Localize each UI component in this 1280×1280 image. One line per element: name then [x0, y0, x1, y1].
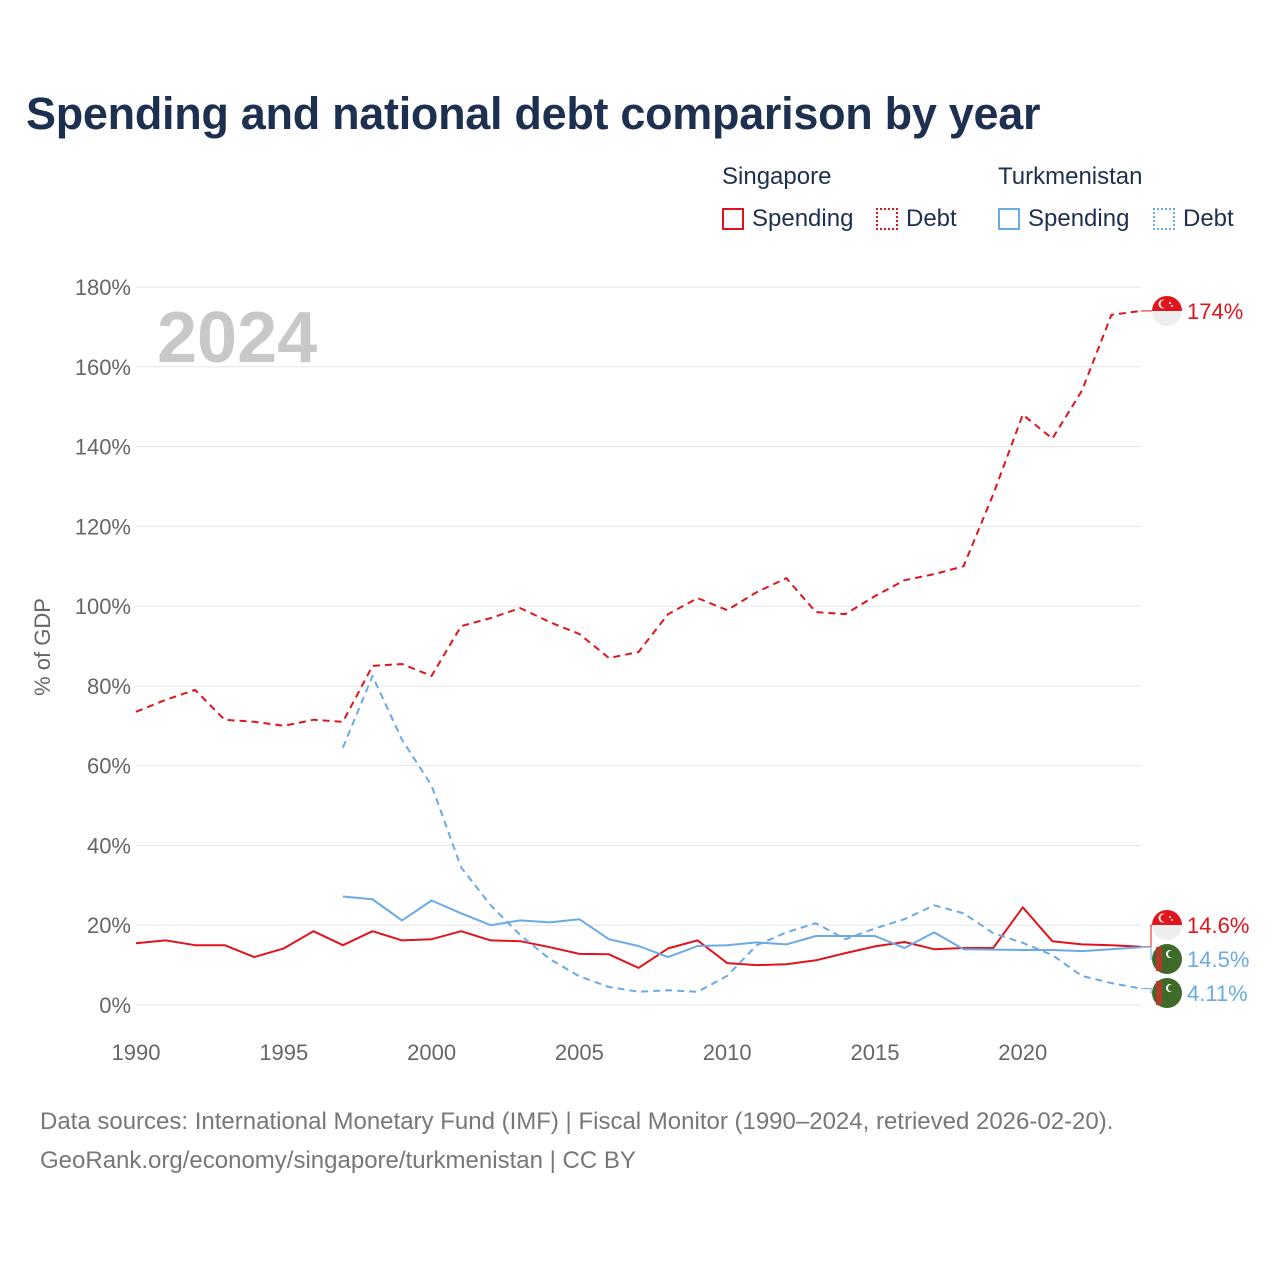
- footer-credit: GeoRank.org/economy/singapore/turkmenist…: [40, 1147, 636, 1174]
- series-line-turkmenistan-debt: [341, 674, 1142, 993]
- legend-swatch-dotted-red: [876, 208, 898, 230]
- footer-sources: Data sources: International Monetary Fun…: [40, 1108, 1114, 1135]
- singapore-flag-icon: [1152, 296, 1182, 326]
- y-tick-label: 180%: [75, 275, 131, 300]
- y-tick-label: 100%: [75, 594, 131, 619]
- singapore-flag-icon: [1152, 910, 1182, 940]
- y-tick-label: 160%: [75, 355, 131, 380]
- gridlines: [136, 286, 1141, 1006]
- x-tick-label: 2005: [555, 1040, 604, 1065]
- y-tick-label: 20%: [87, 913, 131, 938]
- end-value-label: 4.11%: [1187, 981, 1248, 1006]
- leader-line: [1141, 988, 1152, 994]
- legend-label: Debt: [906, 205, 957, 232]
- y-tick-label: 140%: [75, 435, 131, 460]
- y-axis-label: % of GDP: [30, 598, 55, 696]
- series-line-singapore-debt: [135, 309, 1142, 727]
- leader-line: [1141, 924, 1152, 948]
- end-label-turkmenistan-spending: 14.5%: [1141, 944, 1249, 974]
- x-tick-label: 1995: [259, 1040, 308, 1065]
- end-label-singapore-debt: 174%: [1141, 296, 1243, 326]
- y-tick-label: 40%: [87, 833, 131, 858]
- legend-swatch-solid-red: [722, 208, 744, 230]
- legend-swatch-solid-blue: [998, 208, 1020, 230]
- legend-item-turkmenistan-debt[interactable]: Debt: [1153, 205, 1234, 233]
- series-lines: [135, 309, 1142, 993]
- end-label-turkmenistan-debt: 4.11%: [1141, 978, 1248, 1008]
- x-tick-label: 2010: [703, 1040, 752, 1065]
- end-label-singapore-spending: 14.6%: [1141, 910, 1249, 948]
- turkmenistan-flag-icon: [1152, 944, 1182, 974]
- chart-title: Spending and national debt comparison by…: [26, 88, 1041, 139]
- y-tick-label: 120%: [75, 514, 131, 539]
- y-tick-label: 0%: [99, 993, 131, 1018]
- series-line-singapore-spending: [135, 906, 1142, 969]
- y-axis-ticks: 0% 20% 40% 60% 80% 100% 120% 140% 160% 180%: [75, 275, 131, 1018]
- legend-item-singapore-spending[interactable]: Spending: [722, 205, 853, 233]
- end-value-label: 14.5%: [1187, 947, 1249, 972]
- legend-label: Spending: [1028, 205, 1130, 232]
- x-tick-label: 2020: [998, 1040, 1047, 1065]
- x-axis-ticks: 1990 1995 2000 2005 2010 2015 2020: [112, 1040, 1048, 1065]
- turkmenistan-flag-icon: [1152, 978, 1182, 1008]
- legend-group-singapore: Singapore: [722, 163, 832, 190]
- series-line-turkmenistan-spending: [342, 895, 1142, 959]
- legend-item-turkmenistan-spending[interactable]: Spending: [998, 205, 1129, 233]
- end-labels: 174% 14.6% 14.5% 4.11%: [1141, 296, 1249, 1008]
- y-tick-label: 60%: [87, 754, 131, 779]
- legend-group-turkmenistan: Turkmenistan: [998, 163, 1143, 190]
- x-tick-label: 2000: [407, 1040, 456, 1065]
- x-tick-label: 2015: [850, 1040, 899, 1065]
- line-chart: 2024 0%20%40%60%80%100%120%140%160%180% …: [30, 275, 1249, 1065]
- legend-item-singapore-debt[interactable]: Debt: [876, 205, 957, 233]
- y-tick-label: 80%: [87, 674, 131, 699]
- end-value-label: 174%: [1187, 299, 1243, 324]
- legend-label: Spending: [752, 205, 854, 232]
- legend-label: Debt: [1183, 205, 1234, 232]
- x-tick-label: 1990: [112, 1040, 161, 1065]
- end-value-label: 14.6%: [1187, 913, 1249, 938]
- leader-line: [1141, 946, 1152, 960]
- legend-swatch-dotted-blue: [1153, 208, 1175, 230]
- year-watermark: 2024: [157, 298, 317, 378]
